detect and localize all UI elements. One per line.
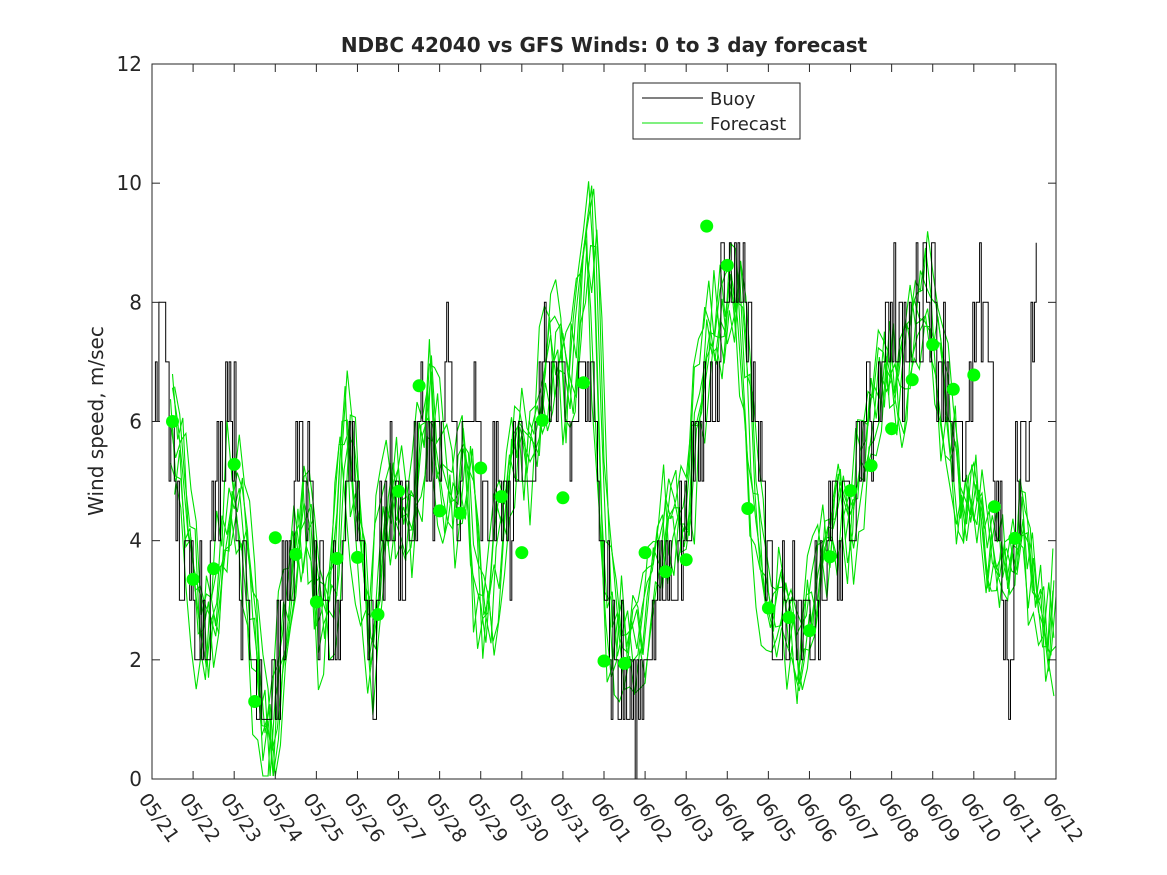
forecast-marker-point (494, 490, 508, 504)
x-tick-label: 06/02 (627, 789, 676, 846)
forecast-marker-point (248, 695, 262, 708)
forecast-marker-point (556, 491, 570, 505)
forecast-marker-point (330, 552, 344, 565)
y-axis-label: Wind speed, m/sec (84, 326, 108, 516)
forecast-marker-point (186, 572, 200, 586)
x-tick-label: 05/27 (380, 789, 429, 846)
legend-box (632, 82, 801, 140)
forecast-marker-point (803, 624, 816, 638)
y-tick-label: 0 (129, 767, 142, 791)
x-tick-label: 06/08 (874, 789, 923, 846)
x-tick-label: 05/28 (422, 789, 471, 846)
y-tick-label: 2 (129, 648, 142, 672)
forecast-marker-point (227, 457, 241, 471)
x-tick-label: 06/03 (668, 789, 717, 846)
forecast-marker-point (905, 373, 919, 387)
forecast-run-line (174, 238, 1054, 736)
x-tick-label: 06/11 (997, 789, 1046, 846)
plot-series (152, 181, 1056, 779)
forecast-marker-point (268, 531, 282, 545)
x-tick-label: 05/31 (545, 789, 594, 846)
forecast-marker-point (351, 550, 364, 564)
buoy-line (152, 242, 1037, 779)
x-tick-label: 06/10 (956, 789, 1005, 846)
forecast-marker-point (823, 550, 837, 564)
legend-forecast-label: Forecast (710, 114, 786, 135)
axes: 02468101205/2105/2205/2305/2405/2505/260… (117, 52, 1088, 847)
forecast-marker-point (864, 459, 878, 473)
x-tick-label: 05/26 (339, 789, 388, 846)
forecast-marker-point (371, 608, 385, 621)
forecast-marker-point (515, 546, 529, 560)
forecast-run-line (169, 229, 1055, 777)
forecast-marker-point (967, 368, 981, 382)
x-tick-label: 05/23 (216, 789, 265, 846)
x-tick-label: 06/12 (1038, 789, 1087, 846)
x-tick-label: 06/07 (832, 789, 881, 846)
forecast-marker-point (926, 338, 940, 352)
y-tick-label: 10 (117, 171, 142, 195)
x-tick-label: 05/29 (463, 789, 512, 846)
forecast-marker-point (474, 461, 488, 475)
x-tick-label: 06/05 (750, 789, 799, 846)
x-tick-label: 06/04 (709, 789, 758, 846)
forecast-marker-point (659, 565, 673, 579)
x-tick-label: 05/24 (257, 789, 306, 846)
x-tick-label: 06/06 (791, 789, 840, 846)
y-tick-label: 8 (129, 290, 142, 314)
forecast-marker-point (1008, 531, 1022, 545)
x-tick-label: 06/09 (915, 789, 964, 846)
legend-buoy-label: Buoy (710, 89, 756, 110)
forecast-marker-point (885, 422, 899, 436)
y-tick-label: 4 (129, 529, 142, 553)
forecast-marker-point (844, 484, 857, 498)
x-tick-label: 05/30 (504, 789, 553, 846)
axes-box (151, 63, 1057, 780)
forecast-marker-point (679, 553, 693, 567)
forecast-run-line (169, 229, 1055, 777)
forecast-marker-point (453, 506, 467, 520)
x-tick-label: 05/21 (134, 789, 183, 846)
forecast-marker-point (392, 484, 405, 498)
forecast-marker-point (782, 611, 796, 624)
forecast-marker-point (618, 656, 631, 670)
x-tick-label: 05/22 (175, 789, 224, 846)
forecast-marker-point (412, 379, 426, 393)
chart-title: NDBC 42040 vs GFS Winds: 0 to 3 day fore… (341, 33, 868, 57)
forecast-marker-point (700, 219, 714, 233)
forecast-marker-point (720, 258, 734, 272)
forecast-run-line (174, 244, 1054, 751)
y-tick-label: 6 (129, 410, 142, 434)
forecast-marker-point (946, 382, 960, 396)
forecast-marker-point (597, 654, 611, 668)
x-tick-label: 06/01 (586, 789, 635, 846)
forecast-marker-point (761, 601, 775, 615)
y-tick-label: 12 (117, 52, 142, 76)
x-tick-label: 05/25 (298, 789, 347, 846)
plot-area (152, 181, 1056, 779)
forecast-marker-point (535, 413, 549, 427)
forecast-marker-point (577, 376, 590, 390)
forecast-marker-point (166, 415, 179, 428)
forecast-marker-point (741, 502, 755, 515)
forecast-marker-point (289, 547, 303, 561)
forecast-marker-point (207, 562, 221, 576)
forecast-marker-point (433, 504, 447, 518)
legend: Buoy Forecast (632, 82, 801, 140)
forecast-marker-point (309, 595, 323, 609)
forecast-marker-point (987, 500, 1001, 514)
forecast-marker-point (638, 546, 652, 560)
